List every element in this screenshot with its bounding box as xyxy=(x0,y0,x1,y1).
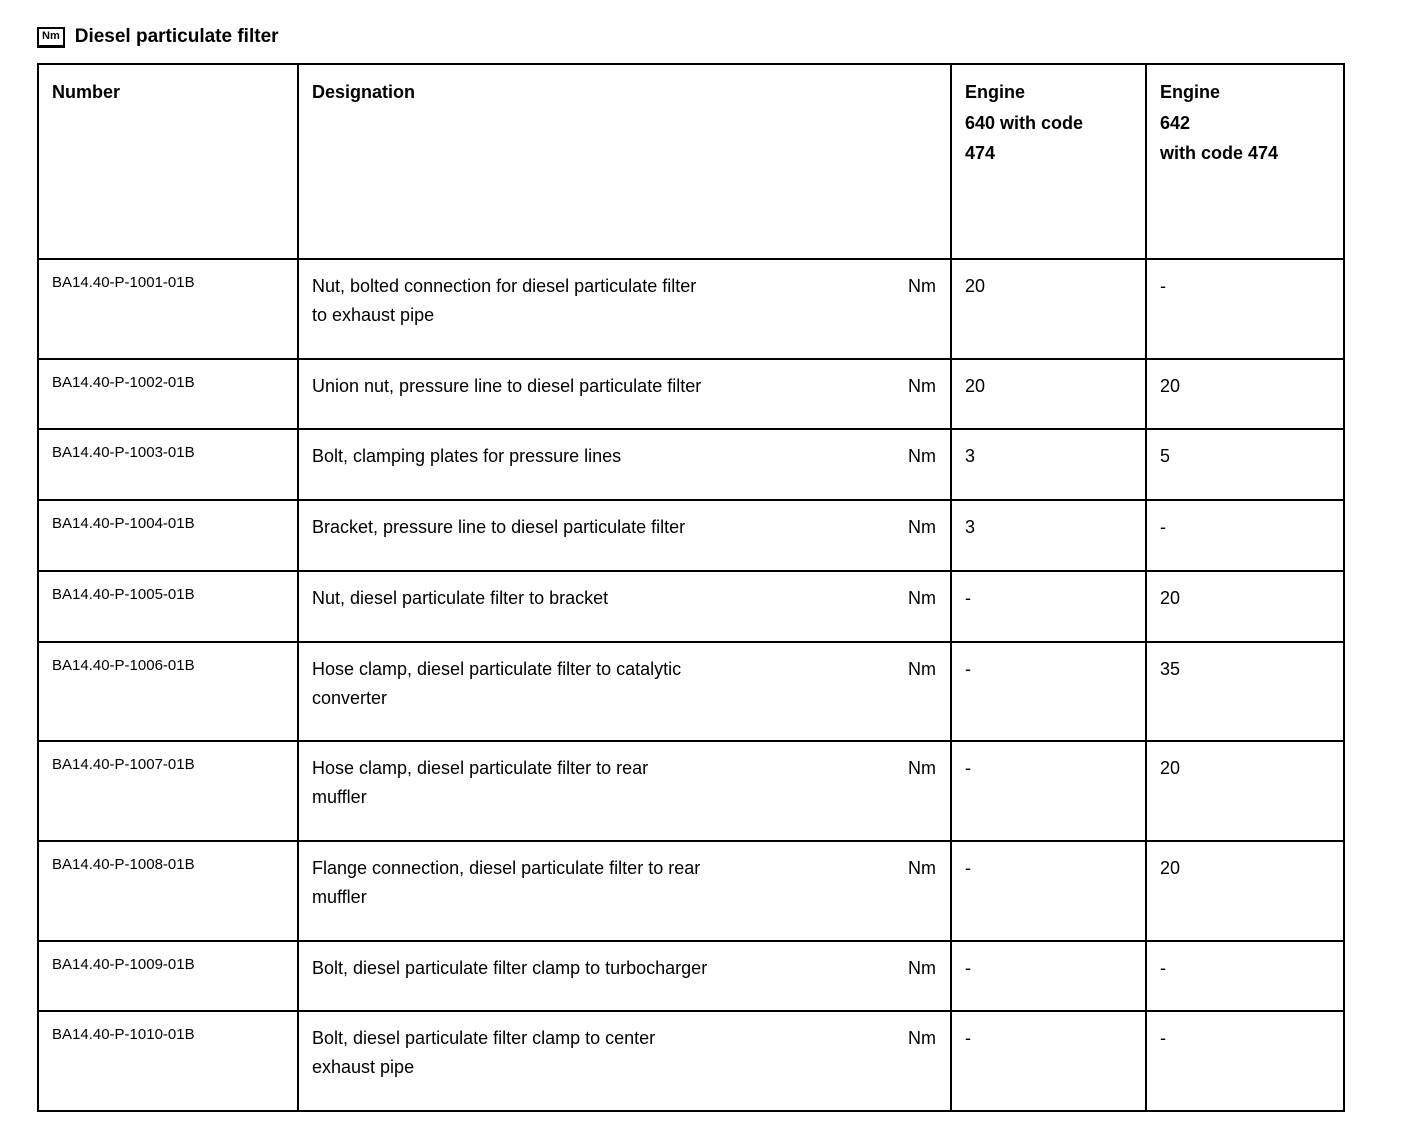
row-engine-640-value: - xyxy=(950,640,1147,743)
row-engine-642-value: 20 xyxy=(1145,740,1345,842)
row-designation: Hose clamp, diesel particulate filter to… xyxy=(312,658,682,708)
row-designation-cell: Bolt, clamping plates for pressure lines… xyxy=(297,428,952,502)
row-engine-640-value: - xyxy=(950,740,1147,842)
row-engine-640-value: - xyxy=(950,1010,1147,1112)
col-header-designation: Designation xyxy=(297,63,952,260)
row-unit-label: Nm xyxy=(908,758,936,779)
table-row: BA14.40-P-1008-01B Flange connection, di… xyxy=(37,839,1345,942)
row-engine-640-value: 3 xyxy=(950,499,1147,572)
row-number: BA14.40-P-1004-01B xyxy=(37,499,299,572)
row-number: BA14.40-P-1010-01B xyxy=(37,1010,299,1112)
row-engine-640-value: 20 xyxy=(950,258,1147,360)
row-unit-label: Nm xyxy=(908,375,936,396)
row-engine-642-value: 20 xyxy=(1145,357,1345,431)
row-designation-cell: Hose clamp, diesel particulate filter to… xyxy=(297,740,952,842)
row-designation: Flange connection, diesel particulate fi… xyxy=(312,857,701,907)
row-unit-label: Nm xyxy=(908,517,936,538)
row-unit-label: Nm xyxy=(908,276,936,296)
col-header-number: Number xyxy=(37,63,299,260)
row-designation-cell: Bracket, pressure line to diesel particu… xyxy=(297,499,952,572)
row-designation-cell: Nut, diesel particulate filter to bracke… xyxy=(297,569,952,643)
row-engine-640-value: 20 xyxy=(950,357,1147,431)
row-engine-642-value: 5 xyxy=(1145,428,1345,502)
row-designation: Bracket, pressure line to diesel particu… xyxy=(312,517,686,538)
row-engine-640-value: - xyxy=(950,569,1147,643)
row-engine-640-value: - xyxy=(950,839,1147,942)
row-designation: Nut, bolted connection for diesel partic… xyxy=(312,276,697,325)
col-header-engine-640: Engine 640 with code 474 xyxy=(950,63,1147,260)
row-designation: Union nut, pressure line to diesel parti… xyxy=(312,375,702,396)
row-unit-label: Nm xyxy=(908,857,936,878)
table-row: BA14.40-P-1006-01B Hose clamp, diesel pa… xyxy=(37,640,1345,743)
section-title-row: Nm Diesel particulate filter xyxy=(37,26,1408,48)
row-unit-label: Nm xyxy=(908,446,936,467)
table-row: BA14.40-P-1004-01B Bracket, pressure lin… xyxy=(37,499,1345,572)
row-number: BA14.40-P-1007-01B xyxy=(37,740,299,842)
row-unit-label: Nm xyxy=(908,1028,936,1049)
row-engine-642-value: 20 xyxy=(1145,569,1345,643)
row-designation-cell: Hose clamp, diesel particulate filter to… xyxy=(297,640,952,743)
row-number: BA14.40-P-1008-01B xyxy=(37,839,299,942)
row-engine-642-value: - xyxy=(1145,939,1345,1013)
table-row: BA14.40-P-1001-01B Nut, bolted connectio… xyxy=(37,258,1345,360)
row-unit-label: Nm xyxy=(908,587,936,608)
row-number: BA14.40-P-1009-01B xyxy=(37,939,299,1013)
row-engine-642-value: - xyxy=(1145,1010,1345,1112)
nm-unit-badge-icon: Nm xyxy=(37,26,65,48)
table-row: BA14.40-P-1002-01B Union nut, pressure l… xyxy=(37,357,1345,431)
row-unit-label: Nm xyxy=(908,957,936,978)
table-row: BA14.40-P-1007-01B Hose clamp, diesel pa… xyxy=(37,740,1345,842)
row-designation-cell: Bolt, diesel particulate filter clamp to… xyxy=(297,1010,952,1112)
row-engine-640-value: 3 xyxy=(950,428,1147,502)
row-engine-640-value: - xyxy=(950,939,1147,1013)
row-designation: Bolt, clamping plates for pressure lines xyxy=(312,446,622,467)
row-designation: Nut, diesel particulate filter to bracke… xyxy=(312,587,609,608)
row-designation: Bolt, diesel particulate filter clamp to… xyxy=(312,1028,656,1078)
page-title: Diesel particulate filter xyxy=(74,26,279,47)
table-header-row: Number Designation Engine 640 with code … xyxy=(37,63,1345,260)
row-designation-cell: Union nut, pressure line to diesel parti… xyxy=(297,357,952,431)
row-designation: Bolt, diesel particulate filter clamp to… xyxy=(312,957,708,978)
row-number: BA14.40-P-1003-01B xyxy=(37,428,299,502)
row-number: BA14.40-P-1006-01B xyxy=(37,640,299,743)
table-row: BA14.40-P-1003-01B Bolt, clamping plates… xyxy=(37,428,1345,502)
row-engine-642-value: - xyxy=(1145,499,1345,572)
col-header-engine-642: Engine 642 with code 474 xyxy=(1145,63,1345,260)
row-number: BA14.40-P-1001-01B xyxy=(37,258,299,360)
row-engine-642-value: 20 xyxy=(1145,839,1345,942)
row-designation-cell: Flange connection, diesel particulate fi… xyxy=(297,839,952,942)
row-number: BA14.40-P-1002-01B xyxy=(37,357,299,431)
table-row: BA14.40-P-1005-01B Nut, diesel particula… xyxy=(37,569,1345,643)
row-engine-642-value: 35 xyxy=(1145,640,1345,743)
row-number: BA14.40-P-1005-01B xyxy=(37,569,299,643)
row-engine-642-value: - xyxy=(1145,258,1345,360)
row-designation-cell: Bolt, diesel particulate filter clamp to… xyxy=(297,939,952,1013)
row-unit-label: Nm xyxy=(908,658,936,679)
row-designation: Hose clamp, diesel particulate filter to… xyxy=(312,758,649,808)
torque-spec-table: Number Designation Engine 640 with code … xyxy=(37,63,1345,1112)
table-row: BA14.40-P-1009-01B Bolt, diesel particul… xyxy=(37,939,1345,1013)
row-designation-cell: Nut, bolted connection for diesel partic… xyxy=(297,258,952,360)
table-row: BA14.40-P-1010-01B Bolt, diesel particul… xyxy=(37,1010,1345,1112)
